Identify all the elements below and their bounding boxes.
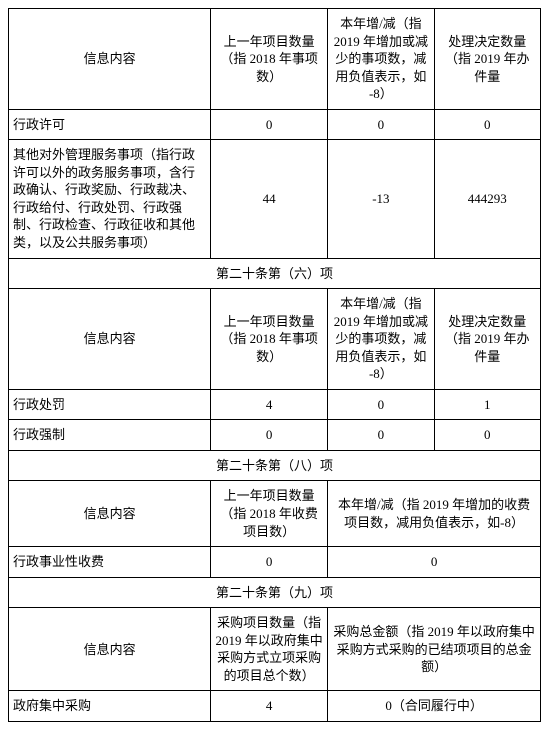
row-label: 行政事业性收费 <box>9 547 211 578</box>
row-c1: 4 <box>211 691 328 722</box>
row-c2: -13 <box>328 140 434 258</box>
hdr-year-delta: 本年增/减（指 2019 年增加或减少的事项数，减用负值表示，如 -8） <box>328 289 434 390</box>
hdr-proc-count: 采购项目数量（指 2019 年以政府集中采购方式立项采购的项目总个数） <box>211 608 328 691</box>
row-c1: 0 <box>211 109 328 140</box>
disclosure-table: 信息内容 上一年项目数量（指 2018 年事项数） 本年增/减（指 2019 年… <box>8 8 541 722</box>
row-c3: 444293 <box>434 140 540 258</box>
row-c3: 0 <box>434 420 540 451</box>
sectionC-title-row: 第二十条第（八）项 <box>9 450 541 481</box>
row-c2: 0 <box>328 109 434 140</box>
sectionA-row-0: 行政许可 0 0 0 <box>9 109 541 140</box>
row-c1: 44 <box>211 140 328 258</box>
sectionA-row-1: 其他对外管理服务事项（指行政许可以外的政务服务事项，含行政确认、行政奖励、行政裁… <box>9 140 541 258</box>
row-c2: 0（合同履行中） <box>328 691 541 722</box>
row-label: 其他对外管理服务事项（指行政许可以外的政务服务事项，含行政确认、行政奖励、行政裁… <box>9 140 211 258</box>
hdr-prev-year-count: 上一年项目数量（指 2018 年事项数） <box>211 289 328 390</box>
hdr-proc-total: 采购总金额（指 2019 年以政府集中采购方式采购的已结项项目的总金额） <box>328 608 541 691</box>
row-c3: 0 <box>434 109 540 140</box>
hdr-info-content: 信息内容 <box>9 481 211 547</box>
sectionC-row-0: 行政事业性收费 0 0 <box>9 547 541 578</box>
row-label: 政府集中采购 <box>9 691 211 722</box>
hdr-info-content: 信息内容 <box>9 608 211 691</box>
hdr-decision-count: 处理决定数量（指 2019 年办件量 <box>434 289 540 390</box>
sectionB-title: 第二十条第（六）项 <box>9 258 541 289</box>
row-label: 行政强制 <box>9 420 211 451</box>
hdr-info-content: 信息内容 <box>9 289 211 390</box>
sectionD-header-row: 信息内容 采购项目数量（指 2019 年以政府集中采购方式立项采购的项目总个数）… <box>9 608 541 691</box>
hdr-decision-count: 处理决定数量（指 2019 年办件量 <box>434 9 540 110</box>
sectionB-header-row: 信息内容 上一年项目数量（指 2018 年事项数） 本年增/减（指 2019 年… <box>9 289 541 390</box>
sectionC-header-row: 信息内容 上一年项目数量（指 2018 年收费项目数） 本年增/减（指 2019… <box>9 481 541 547</box>
row-c1: 0 <box>211 420 328 451</box>
hdr-prev-year-count: 上一年项目数量（指 2018 年收费项目数） <box>211 481 328 547</box>
sectionB-row-1: 行政强制 0 0 0 <box>9 420 541 451</box>
row-c2: 0 <box>328 547 541 578</box>
sectionB-row-0: 行政处罚 4 0 1 <box>9 389 541 420</box>
hdr-info-content: 信息内容 <box>9 9 211 110</box>
row-label: 行政许可 <box>9 109 211 140</box>
sectionA-header-row: 信息内容 上一年项目数量（指 2018 年事项数） 本年增/减（指 2019 年… <box>9 9 541 110</box>
row-c1: 4 <box>211 389 328 420</box>
sectionD-title: 第二十条第（九）项 <box>9 577 541 608</box>
sectionD-row-0: 政府集中采购 4 0（合同履行中） <box>9 691 541 722</box>
sectionD-title-row: 第二十条第（九）项 <box>9 577 541 608</box>
row-c3: 1 <box>434 389 540 420</box>
hdr-year-delta2: 本年增/减（指 2019 年增加的收费项目数，减用负值表示，如-8） <box>328 481 541 547</box>
sectionC-title: 第二十条第（八）项 <box>9 450 541 481</box>
sectionB-title-row: 第二十条第（六）项 <box>9 258 541 289</box>
hdr-year-delta: 本年增/减（指 2019 年增加或减少的事项数，减用负值表示，如 -8） <box>328 9 434 110</box>
row-c2: 0 <box>328 420 434 451</box>
row-c2: 0 <box>328 389 434 420</box>
row-label: 行政处罚 <box>9 389 211 420</box>
row-c1: 0 <box>211 547 328 578</box>
hdr-prev-year-count: 上一年项目数量（指 2018 年事项数） <box>211 9 328 110</box>
